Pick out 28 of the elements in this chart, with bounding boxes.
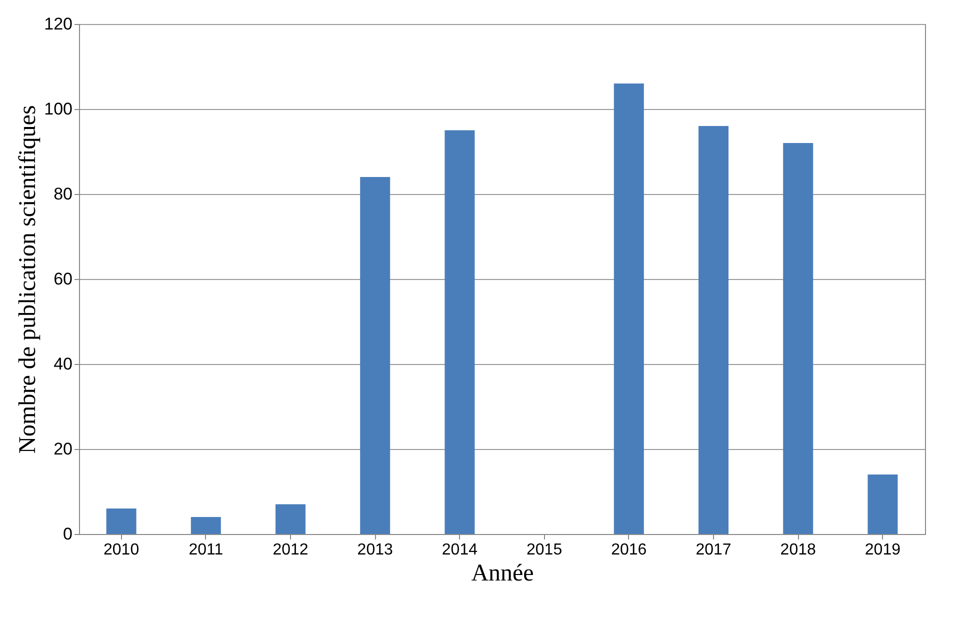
x-axis-title: Année bbox=[471, 560, 534, 586]
x-tick-label: 2013 bbox=[357, 542, 393, 558]
y-tick-label: 20 bbox=[54, 440, 72, 458]
y-tick-label: 40 bbox=[54, 354, 72, 374]
bar bbox=[106, 508, 136, 534]
bar bbox=[698, 126, 728, 534]
bar bbox=[360, 177, 390, 534]
y-tick-label: 60 bbox=[54, 270, 72, 288]
x-tick-label: 2014 bbox=[442, 542, 478, 558]
bar bbox=[868, 474, 898, 534]
bar bbox=[614, 84, 644, 534]
bar bbox=[444, 130, 475, 534]
x-tick-label: 2012 bbox=[272, 542, 308, 558]
x-tick-label: 2018 bbox=[780, 542, 816, 558]
x-tick-label: 2017 bbox=[696, 542, 732, 558]
bar bbox=[783, 143, 814, 534]
x-tick-label: 2019 bbox=[864, 542, 901, 558]
y-tick-label: 80 bbox=[54, 184, 72, 204]
y-tick-label: 100 bbox=[44, 100, 72, 118]
bar bbox=[276, 504, 306, 534]
bar bbox=[190, 517, 221, 534]
y-axis-title: Nombre de publication scientifiques bbox=[15, 105, 42, 454]
x-tick-label: 2016 bbox=[611, 542, 647, 558]
y-tick-label: 0 bbox=[63, 524, 72, 544]
x-tick-label: 2015 bbox=[526, 542, 562, 558]
x-tick-label: 2010 bbox=[104, 542, 140, 558]
y-tick-label: 120 bbox=[44, 14, 72, 34]
x-tick-label: 2011 bbox=[188, 542, 224, 558]
